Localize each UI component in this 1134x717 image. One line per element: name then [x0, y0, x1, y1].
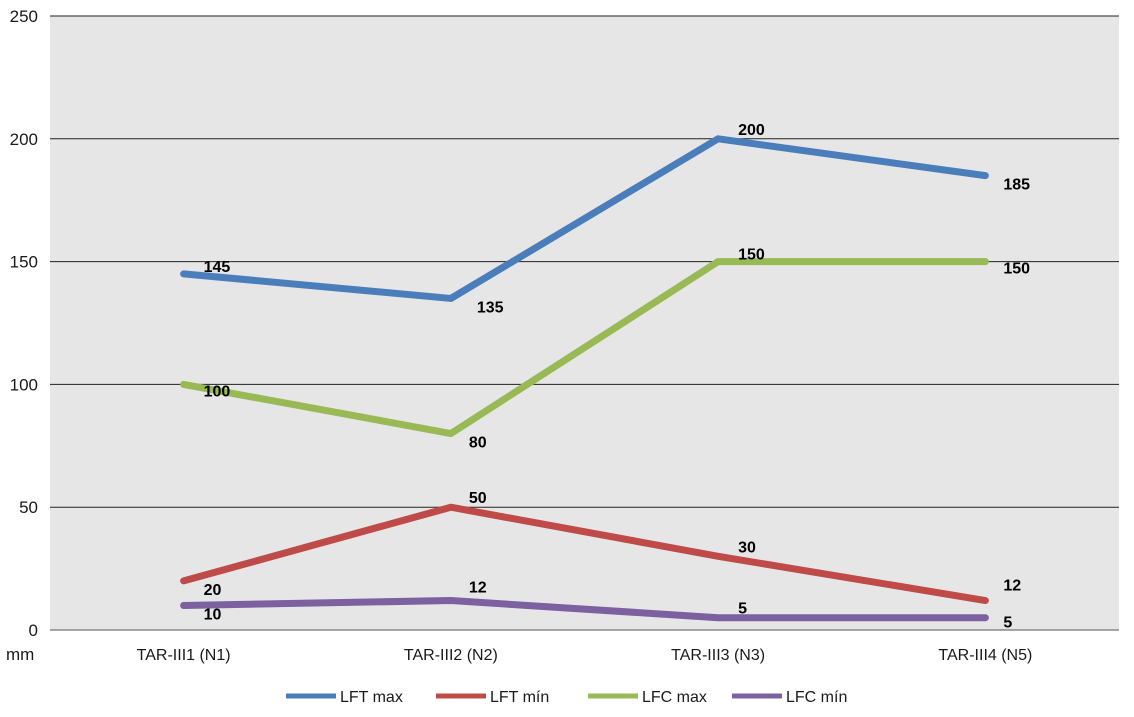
data-label: 150	[738, 247, 765, 264]
x-tick-label: TAR-III4 (N5)	[938, 647, 1032, 664]
data-point	[982, 258, 989, 265]
data-point	[447, 430, 454, 437]
series-line-4	[180, 597, 989, 622]
y-tick-label: 100	[10, 375, 38, 394]
unit-label: mm	[6, 645, 34, 664]
data-point	[180, 602, 187, 609]
data-label: 10	[204, 606, 222, 623]
data-label: 12	[469, 580, 487, 597]
data-point	[982, 614, 989, 621]
legend-item-label: LFT mín	[490, 689, 549, 706]
y-tick-label: 50	[19, 498, 38, 517]
series-line-3	[180, 258, 989, 438]
data-label: 12	[1003, 578, 1021, 595]
data-point	[447, 504, 454, 511]
series-line-2	[180, 503, 989, 605]
series-lines	[180, 135, 989, 622]
data-label: 145	[204, 259, 231, 276]
data-label: 135	[477, 299, 504, 316]
data-label: 20	[204, 582, 222, 599]
grid-lines	[50, 15, 1119, 631]
y-tick-label: 200	[10, 130, 38, 149]
plot-area	[50, 16, 1119, 630]
y-tick-label: 150	[10, 253, 38, 272]
y-tick-label: 250	[10, 7, 38, 26]
data-point	[715, 135, 722, 142]
x-tick-label: TAR-III3 (N3)	[671, 647, 765, 664]
y-tick-label: 0	[29, 621, 38, 640]
legend-item-label: LFC max	[642, 689, 707, 706]
data-point	[447, 597, 454, 604]
data-point	[715, 258, 722, 265]
x-tick-label: TAR-III2 (N2)	[404, 647, 498, 664]
y-axis: 0 50 100 150 200 250	[10, 7, 38, 640]
data-label: 80	[469, 435, 487, 452]
data-point	[180, 381, 187, 388]
x-tick-label: TAR-III1 (N1)	[137, 647, 231, 664]
data-point	[982, 597, 989, 604]
data-label: 150	[1003, 261, 1030, 278]
data-label: 200	[738, 122, 765, 139]
data-point	[715, 553, 722, 560]
legend-item-label: LFT max	[340, 689, 403, 706]
data-label: 50	[469, 490, 487, 507]
data-point	[180, 270, 187, 277]
data-labels: 145 135 200 185 20 50 30 12 100 80 150 150 10 12 5 5	[204, 122, 1031, 632]
data-label: 5	[1003, 615, 1012, 632]
data-label: 30	[738, 539, 756, 556]
legend: LFT max LFT mín LFC max LFC mín	[286, 689, 847, 706]
data-label: 100	[204, 383, 231, 400]
data-label: 5	[738, 601, 747, 618]
data-point	[180, 577, 187, 584]
data-point	[447, 295, 454, 302]
series-line-1	[180, 135, 989, 302]
data-point	[715, 614, 722, 621]
x-axis: TAR-III1 (N1) TAR-III2 (N2) TAR-III3 (N3) T…	[137, 647, 1033, 664]
legend-item-label: LFC mín	[786, 689, 847, 706]
data-point	[982, 172, 989, 179]
data-label: 185	[1003, 177, 1030, 194]
